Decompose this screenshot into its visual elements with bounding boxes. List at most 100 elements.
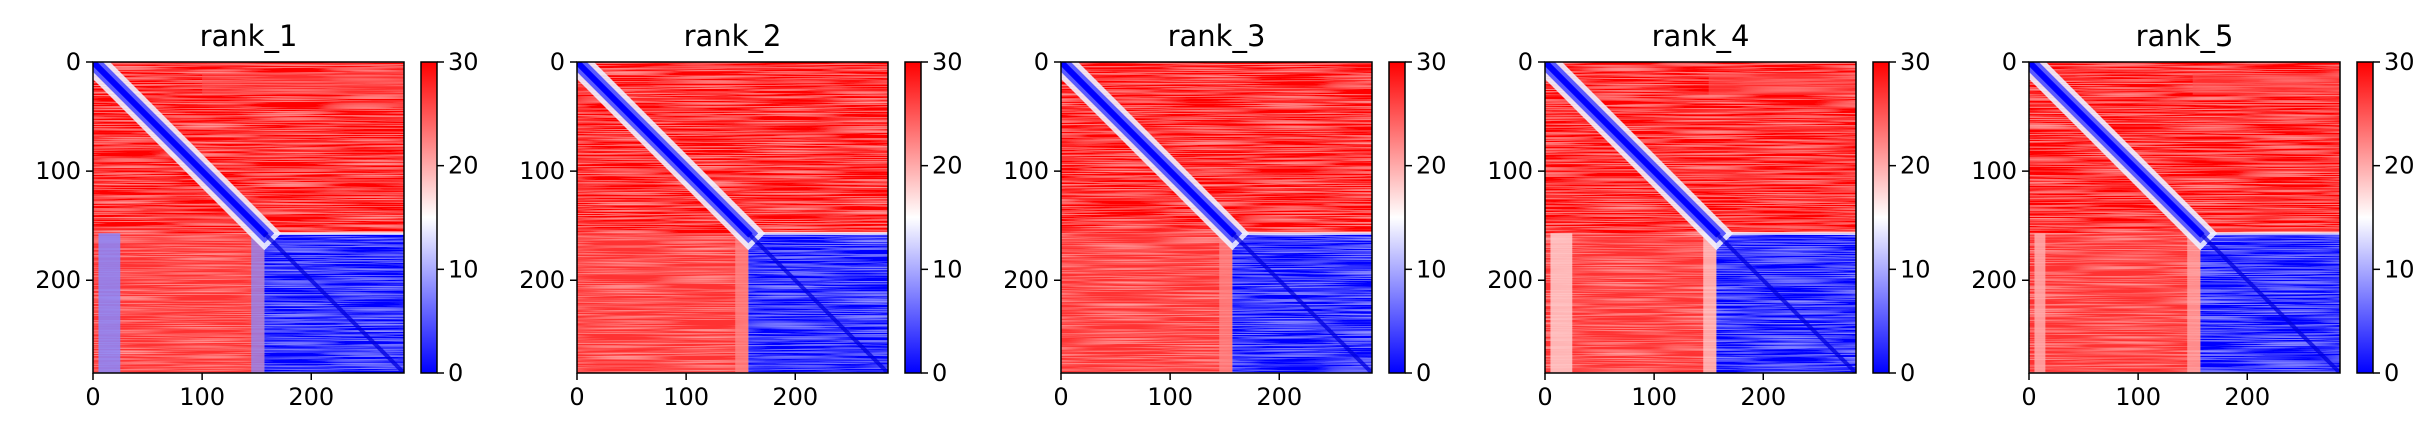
y-tick-label: 0 [66,48,81,76]
boundary-transition-band [1219,233,1233,373]
colorbar-tick-label: 0 [448,359,463,387]
axes-frame [1544,61,1857,374]
diagonal-core [1545,62,1721,238]
diagonal-lower-block [1230,231,1372,373]
y-tick-label: 100 [1971,157,2017,185]
heatmap-panel-2: rank_2 0 100 200 0 100 200 0 10 20 30 [519,19,962,411]
axes-frame [92,61,405,374]
lower-left-block [1545,233,1717,373]
colorbar-tick-label: 0 [2384,359,2399,387]
heatmap-image [577,62,888,373]
colorbar-gradient [904,61,922,374]
panel-title: rank_1 [200,19,298,53]
diagonal-core [93,62,269,238]
y-tick-label: 200 [519,266,565,294]
diagonal-lower-block [262,231,404,373]
colorbar-tick-label: 10 [932,255,963,283]
diagonal-core [577,62,753,238]
y-tick-label: 200 [1003,266,1049,294]
heatmap-image [1545,62,1856,373]
colorbar: 0 10 20 30 [1388,48,1447,387]
x-tick-label: 0 [1053,383,1068,411]
colorbar-tick-label: 30 [1900,48,1931,76]
colorbar-tick-label: 30 [2384,48,2415,76]
x-tick-label: 200 [772,383,818,411]
panel-title: rank_4 [1652,19,1750,53]
colorbar-tick-label: 30 [1416,48,1447,76]
y-tick-label: 100 [1003,157,1049,185]
axes-frame [2028,61,2341,374]
y-tick-label: 100 [35,157,81,185]
heatmap-image [93,62,404,373]
heatmap-image [2029,62,2340,373]
x-tick-label: 100 [2115,383,2161,411]
boundary-transition-band [735,233,749,373]
colorbar-tick-label: 20 [1416,152,1447,180]
colorbar-tick-label: 0 [932,359,947,387]
boundary-transition-band [1703,233,1717,373]
colorbar-gradient [1388,61,1406,374]
lower-left-block [93,233,265,373]
y-tick-label: 0 [550,48,565,76]
colorbar-tick-label: 10 [1416,255,1447,283]
colorbar: 0 10 20 30 [2356,48,2415,387]
x-tick-label: 200 [288,383,334,411]
x-tick-label: 0 [569,383,584,411]
colorbar-gradient [1872,61,1890,374]
heatmap-panel-1: rank_1 0 100 200 0 100 200 0 10 20 30 [35,19,478,411]
lower-light-stripe [98,233,121,373]
upper-light-strip [2192,72,2340,95]
y-tick-label: 200 [1971,266,2017,294]
heatmap-panel-4: rank_4 0 100 200 0 100 200 0 10 20 30 [1487,19,1930,411]
y-tick-label: 200 [1487,266,1533,294]
colorbar-tick-label: 30 [448,48,479,76]
lower-left-block [577,233,749,373]
x-tick-label: 200 [1740,383,1786,411]
x-tick-label: 0 [85,383,100,411]
colorbar-tick-label: 20 [932,152,963,180]
heatmap-image [1061,62,1372,373]
y-tick-label: 0 [1518,48,1533,76]
y-tick-label: 200 [35,266,81,294]
x-tick-label: 100 [1147,383,1193,411]
colorbar-tick-label: 0 [1900,359,1915,387]
colorbar-tick-label: 20 [2384,152,2415,180]
y-tick-label: 0 [2002,48,2017,76]
x-tick-label: 100 [1631,383,1677,411]
diagonal-core [1061,62,1237,238]
colorbar-gradient [420,61,438,374]
x-tick-label: 200 [1256,383,1302,411]
axes-frame [576,61,889,374]
panel-title: rank_5 [2136,19,2234,53]
colorbar-tick-label: 10 [2384,255,2415,283]
colorbar-tick-label: 20 [1900,152,1931,180]
x-tick-label: 100 [663,383,709,411]
colorbar: 0 10 20 30 [420,48,479,387]
diagonal-lower-block [2198,231,2340,373]
upper-light-strip [1708,72,1856,95]
colorbar-tick-label: 0 [1416,359,1431,387]
x-tick-label: 100 [179,383,225,411]
colorbar-gradient [2356,61,2374,374]
heatmap-panel-5: rank_5 0 100 200 0 100 200 0 10 20 30 [1971,19,2414,411]
y-tick-label: 100 [1487,157,1533,185]
axes-frame [1060,61,1373,374]
boundary-transition-band [2187,233,2201,373]
y-tick-label: 0 [1034,48,1049,76]
x-tick-label: 0 [2021,383,2036,411]
colorbar-tick-label: 20 [448,152,479,180]
diagonal-lower-block [1714,231,1856,373]
panel-title: rank_2 [684,19,782,53]
colorbar-tick-label: 30 [932,48,963,76]
lower-left-block [2029,233,2201,373]
x-tick-label: 0 [1537,383,1552,411]
x-tick-label: 200 [2224,383,2270,411]
lower-left-block [1061,233,1233,373]
upper-light-strip [202,72,404,95]
panel-title: rank_3 [1168,19,1266,53]
colorbar-tick-label: 10 [448,255,479,283]
y-tick-label: 100 [519,157,565,185]
lower-light-stripe [2034,233,2046,373]
